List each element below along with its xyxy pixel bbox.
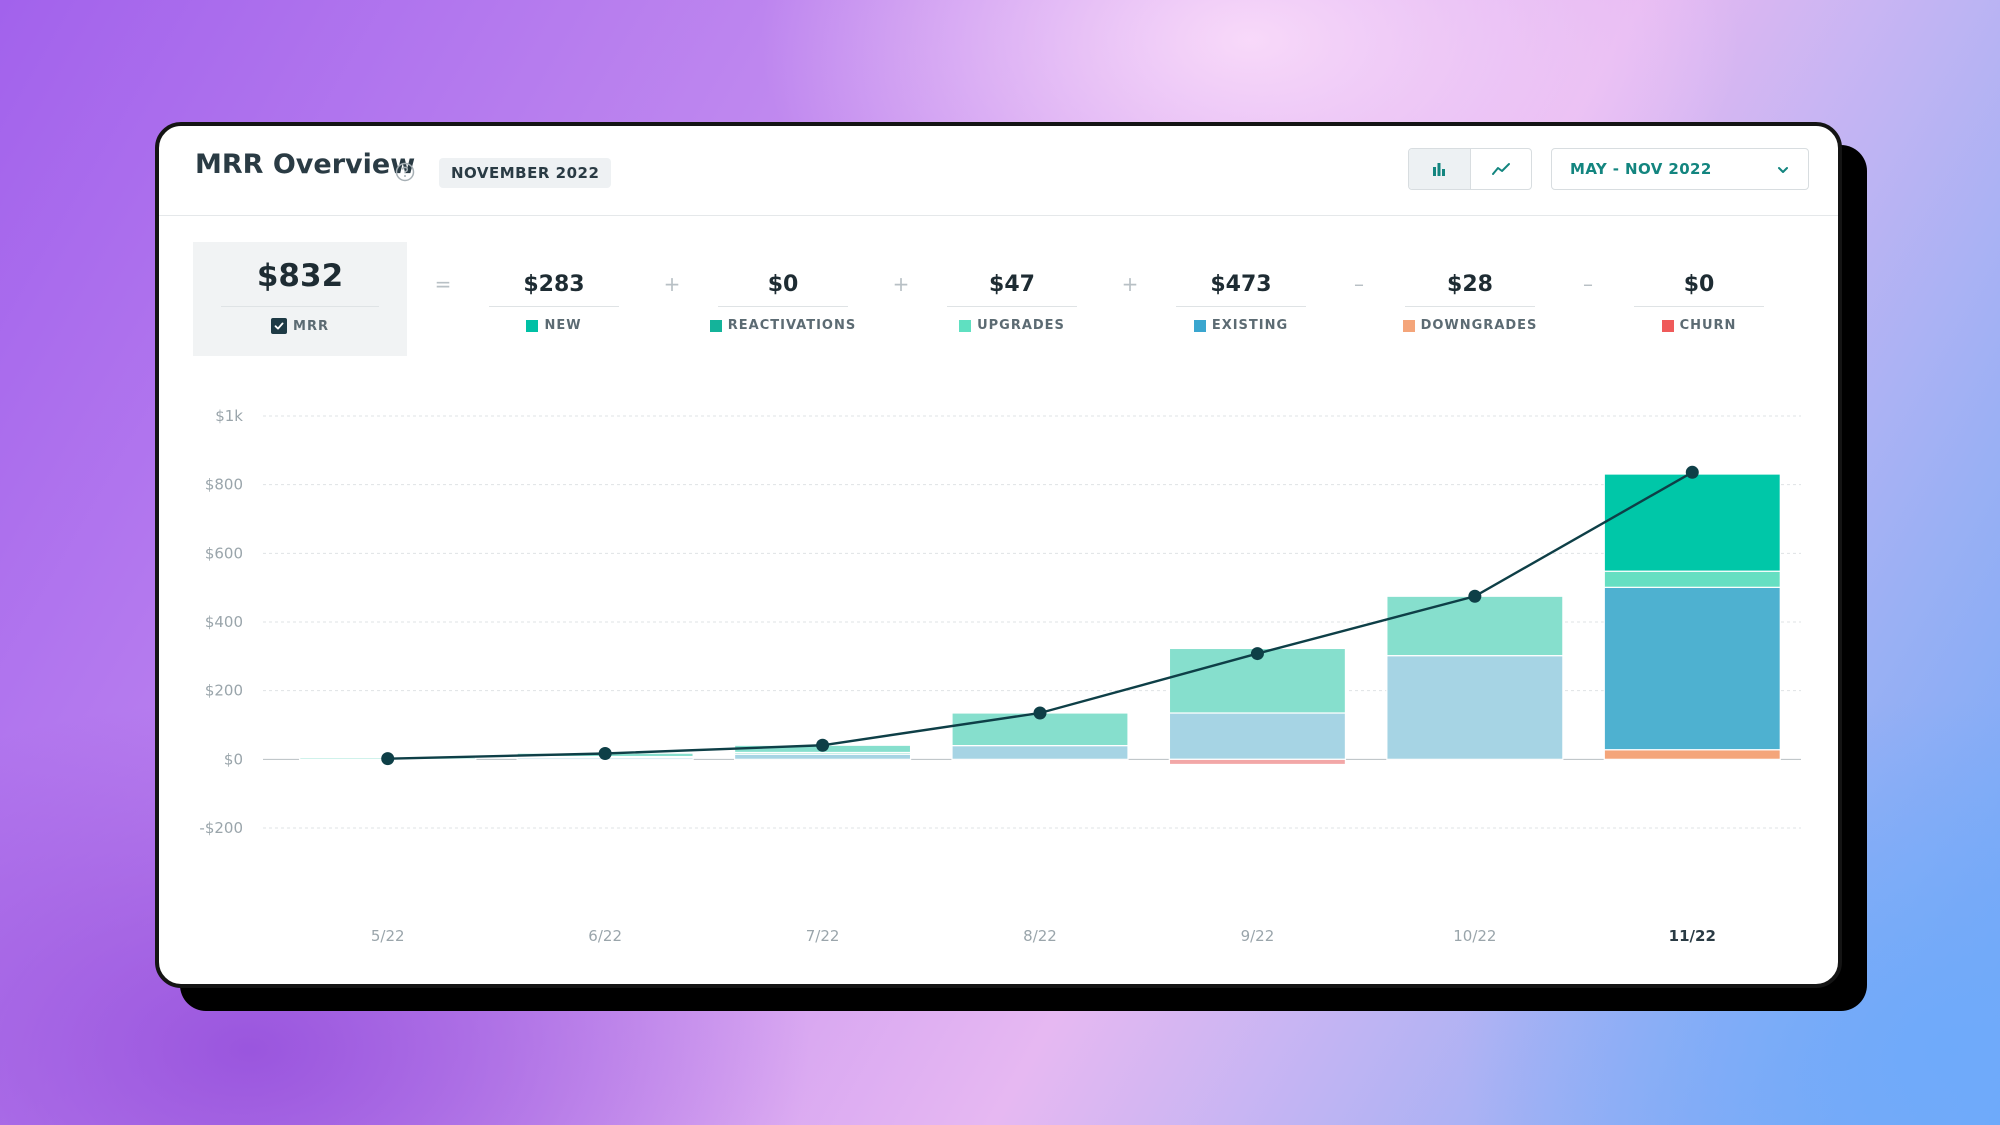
metric-value: $28 [1447,272,1493,297]
mrr-label: MRR [293,318,329,334]
x-tick-label: 5/22 [371,927,405,945]
metric-legend-churn[interactable]: CHURN [1604,318,1794,333]
metric-divider [718,306,848,307]
metric-divider [489,306,619,307]
y-tick-label: -$200 [199,819,243,837]
mrr-overview-card: MRR Overview NOVEMBER 2022 MAY - N [155,122,1842,988]
x-tick-label: 10/22 [1453,927,1496,945]
line-chart-icon [1491,163,1510,175]
legend-swatch [709,319,722,332]
bar-segment-existing [733,753,912,760]
metric-label: CHURN [1679,318,1737,333]
metric-value: $0 [1683,272,1715,297]
metric-legend-downgrades[interactable]: DOWNGRADES [1370,318,1570,333]
metric-legend-upgrades[interactable]: UPGRADES [917,318,1107,333]
metric-label: REACTIVATIONS [727,318,857,333]
bar-segment-new [1386,595,1564,657]
help-circle-icon[interactable] [395,162,415,182]
bar-segment-downgrades [1603,749,1781,760]
line-view-button[interactable] [1471,149,1532,189]
y-tick-label: $0 [224,750,243,768]
x-tick-label: 6/22 [588,927,622,945]
metric-legend-existing[interactable]: EXISTING [1146,318,1336,333]
metric-divider [1405,306,1535,307]
mrr-point [598,746,612,760]
period-badge: NOVEMBER 2022 [439,158,612,188]
checkbox-checked-icon [271,318,288,334]
view-toggle [1408,148,1532,190]
date-range-label: MAY - NOV 2022 [1570,160,1712,178]
mrr-point [381,752,395,766]
chevron-down-icon [1778,167,1788,173]
bar-chart-icon [1433,163,1446,176]
x-tick-label: 8/22 [1023,927,1057,945]
bar-segment-existing [951,744,1129,760]
bar-segment-existing [1386,655,1564,760]
operator-equals: = [434,272,452,296]
metric-label: DOWNGRADES [1420,318,1538,333]
legend-swatch [1402,319,1415,332]
date-range-select[interactable]: MAY - NOV 2022 [1551,148,1809,190]
metric-divider [1634,306,1764,307]
mrr-summary [193,242,407,356]
metric-divider [1176,306,1306,307]
operator-minus: – [1354,272,1364,296]
metric-value: $0 [767,272,799,297]
legend-swatch [1193,319,1206,332]
y-tick-label: $1k [215,407,243,425]
legend-swatch [959,319,972,332]
page-title: MRR Overview [195,149,416,180]
metric-divider [947,306,1077,307]
operator-plus: + [663,272,681,296]
legend-swatch [1661,319,1674,332]
operator-plus: + [1121,272,1139,296]
mrr-point [1685,465,1699,479]
metric-legend-reactivations[interactable]: REACTIVATIONS [683,318,883,333]
metric-label: NEW [544,318,582,333]
operator-minus: – [1583,272,1593,296]
mrr-point [1468,589,1482,603]
bar-segment-churn [1168,758,1347,766]
bar-segment-existing [1168,712,1347,760]
mrr-legend[interactable]: MRR [193,318,407,334]
y-tick-label: $400 [205,613,243,631]
x-tick-label: 9/22 [1241,927,1275,945]
bar-segment-existing [1603,586,1781,751]
card-header: MRR Overview NOVEMBER 2022 MAY - N [159,126,1838,216]
operator-plus: + [892,272,910,296]
x-tick-label: 11/22 [1669,927,1716,945]
mrr-point [1250,647,1264,661]
mrr-divider [221,306,379,307]
metric-value: $47 [989,272,1035,297]
metric-legend-new[interactable]: NEW [459,318,649,333]
metric-label: EXISTING [1211,318,1289,333]
bar-view-button[interactable] [1409,149,1471,189]
x-tick-label: 7/22 [806,927,840,945]
bar-segment-new [1603,473,1781,572]
y-tick-label: $800 [205,476,243,494]
metric-label: UPGRADES [977,318,1065,333]
mrr-value: $832 [256,258,344,294]
y-tick-label: $200 [205,682,243,700]
metric-value: $283 [523,272,585,297]
mrr-point [1033,706,1047,720]
y-tick-label: $600 [205,544,243,562]
metric-value: $473 [1210,272,1272,297]
mrr-point [816,738,830,752]
legend-swatch [526,319,539,332]
bar-segment-upgrades [1603,570,1781,588]
mrr-chart: $1k $800 $600 $400 $200 $0 -$200 5/22 6/22 7/22 8/… [199,407,1801,945]
